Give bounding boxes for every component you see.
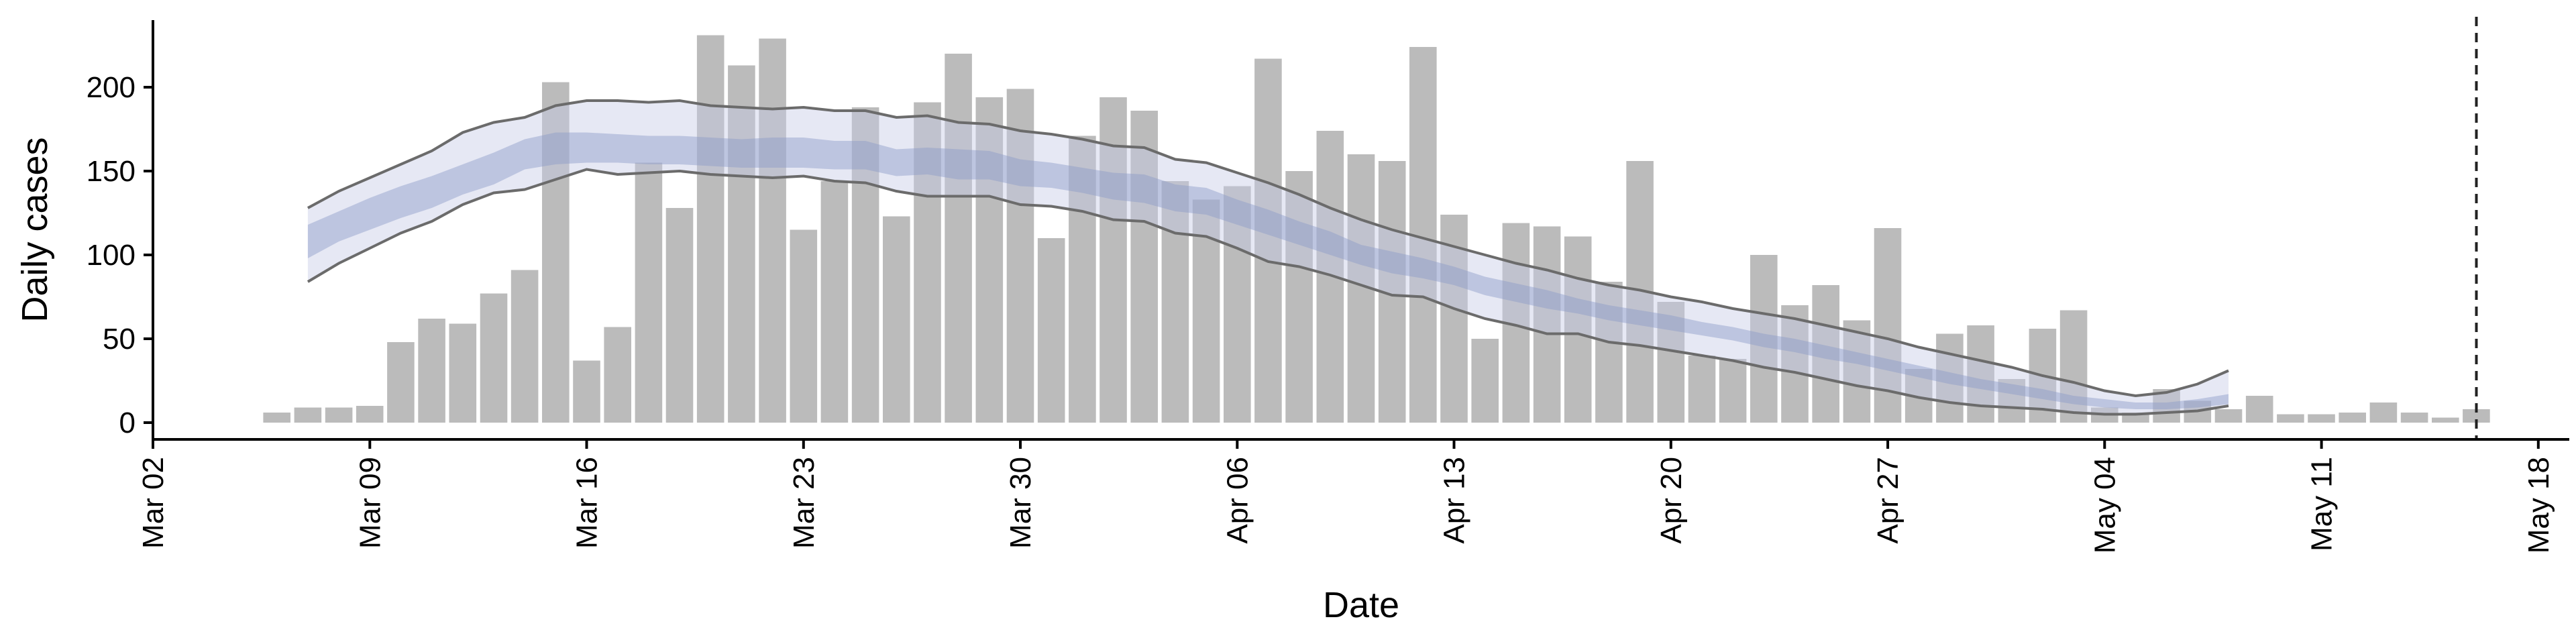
- bar-2020-03-27: [914, 102, 941, 423]
- bar-2020-03-10: [387, 342, 415, 423]
- bar-2020-03-06: [263, 413, 290, 423]
- bar-2020-04-21: [1688, 356, 1716, 423]
- x-tick-label-2020-04-27: Apr 27: [1872, 457, 1904, 544]
- bar-2020-03-29: [975, 97, 1004, 423]
- bar-2020-04-26: [1843, 320, 1871, 423]
- bar-2020-03-19: [665, 208, 694, 423]
- x-tick-label-2020-03-09: Mar 09: [354, 457, 386, 549]
- bar-2020-03-09: [356, 406, 384, 423]
- x-axis-title: Date: [1323, 585, 1399, 625]
- bar-2020-05-01: [1998, 379, 2026, 423]
- axes-layer: 0 50 100 150 200 Mar 02 Mar 09 Mar 16 Mar 23 Mar …: [87, 20, 2569, 553]
- x-tick-label-2020-03-30: Mar 30: [1004, 457, 1037, 549]
- bar-2020-05-16: [2463, 409, 2490, 423]
- x-tick-label-2020-03-02: Mar 02: [137, 457, 170, 549]
- bar-2020-05-11: [2308, 414, 2335, 423]
- bar-2020-03-08: [325, 407, 353, 423]
- x-tick-label-2020-04-13: Apr 13: [1438, 457, 1471, 544]
- y-tick-label-0: 0: [119, 407, 136, 439]
- y-tick-label-50: 50: [103, 323, 136, 356]
- bar-2020-05-08: [2214, 409, 2243, 423]
- bar-2020-04-14: [1471, 339, 1499, 423]
- bar-2020-04-18: [1595, 282, 1623, 423]
- bar-2020-05-03: [2059, 310, 2088, 423]
- bar-2020-05-12: [2339, 413, 2366, 423]
- y-axis-title: Daily cases: [15, 137, 55, 322]
- bars-layer: [263, 35, 2490, 423]
- bar-2020-03-30: [1006, 89, 1034, 423]
- bar-2020-04-25: [1812, 285, 1839, 423]
- bar-2020-05-13: [2369, 402, 2398, 423]
- bar-2020-04-24: [1781, 305, 1809, 423]
- forecast-band-layer: [307, 99, 2229, 416]
- bar-2020-04-29: [1936, 333, 1964, 423]
- bar-2020-04-20: [1657, 302, 1685, 423]
- y-tick-label-100: 100: [87, 239, 136, 272]
- bar-2020-04-17: [1564, 236, 1592, 423]
- inner-interval-band: [307, 132, 2229, 409]
- bar-2020-03-18: [635, 162, 663, 423]
- bar-2020-04-08: [1285, 171, 1313, 423]
- bar-2020-03-31: [1037, 238, 1065, 423]
- bar-2020-03-25: [851, 107, 879, 423]
- bar-2020-03-13: [480, 293, 508, 423]
- bar-2020-04-22: [1719, 359, 1747, 423]
- bar-2020-04-04: [1161, 181, 1189, 423]
- bar-2020-03-15: [542, 82, 570, 423]
- y-tick-label-150: 150: [87, 155, 136, 188]
- bar-2020-03-16: [573, 360, 600, 423]
- x-tick-label-2020-05-18: May 18: [2522, 457, 2555, 553]
- x-tick-label-2020-03-23: Mar 23: [788, 457, 820, 549]
- bar-2020-05-14: [2400, 413, 2428, 423]
- bar-2020-05-10: [2277, 414, 2304, 423]
- bar-2020-05-09: [2245, 396, 2273, 423]
- outer-interval-band: [307, 101, 2229, 415]
- x-tick-label-2020-04-06: Apr 06: [1221, 457, 1254, 544]
- bar-2020-03-24: [820, 181, 849, 423]
- bar-2020-03-20: [696, 35, 724, 423]
- bar-2020-03-28: [945, 54, 972, 423]
- bar-2020-03-11: [418, 319, 445, 423]
- bar-2020-04-06: [1224, 186, 1251, 423]
- x-tick-label-2020-05-11: May 11: [2306, 457, 2339, 551]
- upper-bound-line: [307, 99, 2229, 398]
- bar-2020-03-21: [728, 65, 755, 423]
- bar-2020-04-01: [1069, 136, 1096, 423]
- bar-2020-04-16: [1533, 226, 1561, 423]
- y-tick-label-200: 200: [87, 71, 136, 104]
- bar-2020-03-22: [759, 38, 786, 423]
- bar-2020-03-17: [604, 327, 631, 423]
- bar-2020-03-23: [790, 229, 818, 423]
- lower-bound-line: [307, 168, 2229, 416]
- x-tick-label-2020-03-16: Mar 16: [571, 457, 604, 549]
- bar-2020-05-15: [2432, 417, 2459, 423]
- bar-2020-04-03: [1130, 111, 1158, 423]
- bar-2020-04-23: [1750, 255, 1778, 423]
- x-tick-label-2020-05-04: May 04: [2088, 457, 2121, 553]
- x-tick-label-2020-04-20: Apr 20: [1655, 457, 1688, 544]
- bar-2020-03-26: [883, 216, 910, 423]
- bar-2020-03-14: [511, 270, 539, 423]
- bar-2020-03-12: [449, 323, 477, 423]
- bar-2020-04-07: [1254, 58, 1282, 423]
- bar-2020-03-07: [294, 407, 322, 423]
- bar-2020-04-02: [1099, 97, 1127, 423]
